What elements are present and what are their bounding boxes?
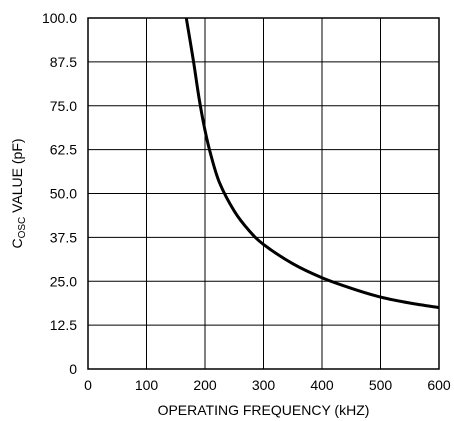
y-tick-label: 62.5 <box>50 142 77 158</box>
x-tick-label: 0 <box>84 377 92 393</box>
y-tick-label: 100.0 <box>42 10 77 26</box>
plot-frame <box>87 17 440 370</box>
x-axis-title: OPERATING FREQUENCY (kHZ) <box>158 402 370 418</box>
y-tick-label: 12.5 <box>50 317 77 333</box>
grid <box>88 18 439 369</box>
series-line-0 <box>184 17 440 310</box>
y-axis-title-rest: VALUE (pF) <box>9 138 25 216</box>
y-tick-label: 0 <box>69 361 77 377</box>
y-tick-label: 37.5 <box>50 229 77 245</box>
x-tick-label: 600 <box>427 377 451 393</box>
y-tick-label: 75.0 <box>50 98 77 114</box>
x-tick-labels: 0 100 200 300 400 500 600 <box>84 377 451 393</box>
y-tick-label: 50.0 <box>50 186 77 202</box>
x-tick-label: 300 <box>252 377 276 393</box>
y-tick-label: 87.5 <box>50 54 77 70</box>
y-axis-title-subscript: OSC <box>17 217 28 239</box>
x-tick-label: 100 <box>135 377 159 393</box>
series-layer <box>184 17 440 310</box>
y-tick-labels: 0 12.5 25.0 37.5 50.0 62.5 75.0 87.5 100.0 <box>42 10 77 377</box>
y-axis-title: COSC VALUE (pF) <box>9 138 28 248</box>
x-tick-label: 200 <box>193 377 217 393</box>
x-tick-label: 500 <box>369 377 393 393</box>
y-axis-title-main: C <box>9 238 25 248</box>
x-tick-label: 400 <box>310 377 334 393</box>
y-tick-label: 25.0 <box>50 273 77 289</box>
